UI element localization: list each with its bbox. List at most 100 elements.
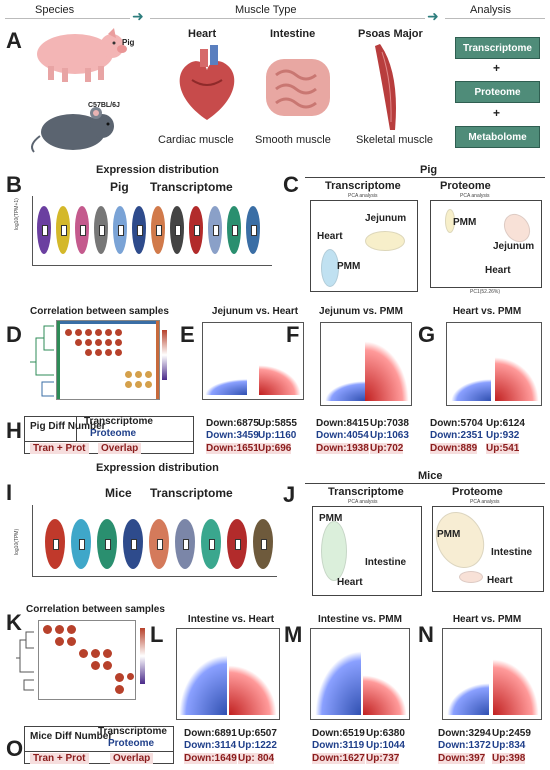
- header-muscle-type: Muscle Type: [235, 4, 297, 16]
- panel-letter-a: A: [6, 28, 22, 53]
- panel-c-left-title: Transcriptome: [325, 180, 401, 192]
- panel-letter-g: G: [418, 322, 436, 347]
- panel-d-heatmap: [56, 320, 160, 400]
- panel-h-c0-t-down: Down:6875: [206, 418, 259, 429]
- panel-o-c0-o-down: Down:1649: [184, 753, 237, 764]
- panel-o-row-transcriptome: Transcriptome: [98, 726, 167, 737]
- panel-o-c1-t-up: Up:6380: [366, 728, 405, 739]
- violin: [189, 206, 203, 254]
- pca-label-heart: Heart: [487, 575, 513, 586]
- muscle-name-intestine: Intestine: [270, 28, 316, 40]
- violin: [151, 206, 165, 254]
- pca-label-heart: Heart: [317, 231, 343, 242]
- pca-label-jejunum: Jejunum: [493, 241, 535, 252]
- panel-o-c2-o-down: Down:397: [438, 753, 486, 764]
- violin: [94, 206, 108, 254]
- panel-f-volcano: [320, 322, 412, 406]
- header-species: Species: [35, 4, 75, 16]
- violin: [208, 206, 222, 254]
- pig-illustration: [37, 28, 127, 82]
- plus-sign: +: [493, 106, 501, 120]
- violin: [71, 519, 91, 569]
- panel-k-colorbar: [140, 628, 145, 684]
- panel-m-volcano: [310, 628, 410, 720]
- panel-letter-b: B: [6, 172, 22, 197]
- analysis-box-proteome: Proteome: [455, 81, 540, 103]
- panel-m-title: Intestine vs. PMM: [318, 614, 402, 625]
- violin: [123, 519, 143, 569]
- pca-ellipse: [459, 571, 483, 583]
- analysis-box-transcriptome: Transcriptome: [455, 37, 540, 59]
- violin: [170, 206, 184, 254]
- pca-label-pmm: PMM: [437, 529, 461, 540]
- panel-l-title: Intestine vs. Heart: [187, 614, 275, 625]
- panel-letter-k: K: [6, 610, 22, 635]
- panel-h-vsep: [76, 416, 77, 441]
- panel-h-c1-t-up: Up:7038: [370, 418, 409, 429]
- violin: [253, 519, 273, 569]
- panel-i-plot-area: [32, 505, 277, 577]
- pca-label-pmm: PMM: [319, 513, 343, 524]
- panel-d-title: Correlation between samples: [30, 306, 169, 317]
- panel-h-tp-label: Tran + Prot: [30, 443, 89, 454]
- panel-d-dendrogram: [30, 325, 54, 397]
- pca-ellipse: [445, 209, 455, 233]
- analysis-box-metabolome: Metabolome: [455, 126, 540, 148]
- panel-o-c2-t-up: Up:2459: [492, 728, 531, 739]
- panel-letter-l: L: [150, 622, 164, 647]
- panel-h-overlap: Overlap: [98, 443, 142, 454]
- panel-letter-c: C: [283, 172, 299, 197]
- panel-o-row-proteome: Proteome: [108, 738, 155, 749]
- panel-n-volcano: [442, 628, 542, 720]
- panel-b-omics: Transcriptome: [150, 180, 233, 194]
- panel-o-c0-t-up: Up:6507: [238, 728, 277, 739]
- panel-h-c2-t-up: Up:6124: [486, 418, 525, 429]
- violin: [37, 206, 51, 254]
- pca-ellipse: [426, 503, 494, 577]
- panel-o-c0-p-up: Up:1222: [238, 740, 277, 751]
- panel-j-left-title: Transcriptome: [328, 486, 404, 498]
- panel-g-title: Heart vs. PMM: [452, 306, 522, 317]
- panel-b-plot-area: [32, 196, 272, 266]
- panel-k-title: Correlation between samples: [26, 604, 165, 615]
- panel-o-c2-t-down: Down:3294: [438, 728, 491, 739]
- intestine-illustration: [266, 59, 330, 116]
- panel-letter-i: I: [6, 480, 13, 505]
- panel-g-volcano: [446, 322, 542, 406]
- panel-h-row-proteome: Proteome: [90, 428, 137, 439]
- psoas-illustration: [375, 44, 396, 130]
- panel-o-c1-o-up: Up:737: [366, 753, 400, 764]
- panel-h-c0-o-down: Down:1651: [206, 443, 259, 454]
- panel-letter-m: M: [284, 622, 303, 647]
- violin: [132, 206, 146, 254]
- panel-i-ylabel: log10(TPM): [14, 528, 20, 555]
- panel-j-right-title: Proteome: [452, 486, 503, 498]
- violin: [97, 519, 117, 569]
- panel-d-colorbar: [162, 330, 167, 380]
- pca-ellipse: [321, 521, 347, 581]
- violin: [113, 206, 127, 254]
- header-divider: [150, 18, 425, 19]
- pca-label-heart: Heart: [337, 577, 363, 588]
- panel-n-title: Heart vs. PMM: [452, 614, 522, 625]
- panel-h-label: Pig Diff Number: [30, 421, 106, 432]
- panel-j-left-sub: PCA analysis: [348, 499, 378, 505]
- panel-h-c2-o-up: Up:541: [486, 443, 520, 454]
- panel-l-volcano: [176, 628, 280, 720]
- arrow-right-icon: ➜: [132, 8, 144, 24]
- plus-sign: +: [493, 61, 501, 75]
- panel-c-left-sub: PCA analysis: [348, 193, 378, 199]
- header-divider: [445, 18, 545, 19]
- panel-e-title: Jejunum vs. Heart: [211, 306, 299, 317]
- panel-letter-f: F: [286, 322, 300, 347]
- panel-h-c1-o-down: Down:1938: [316, 443, 369, 454]
- panel-o-c1-p-up: Up:1044: [366, 740, 405, 751]
- panel-e-volcano: [202, 322, 304, 400]
- panel-j-right-sub: PCA analysis: [470, 499, 500, 505]
- panel-o-c2-p-up: Up:834: [492, 740, 526, 751]
- panel-h-c1-o-up: Up:702: [370, 443, 404, 454]
- violin: [227, 206, 241, 254]
- panel-i-title: Expression distribution: [96, 462, 219, 474]
- panel-c-right-xlabel: PC1(52.26%): [470, 289, 501, 295]
- panel-h-c2-t-down: Down:5704: [430, 418, 483, 429]
